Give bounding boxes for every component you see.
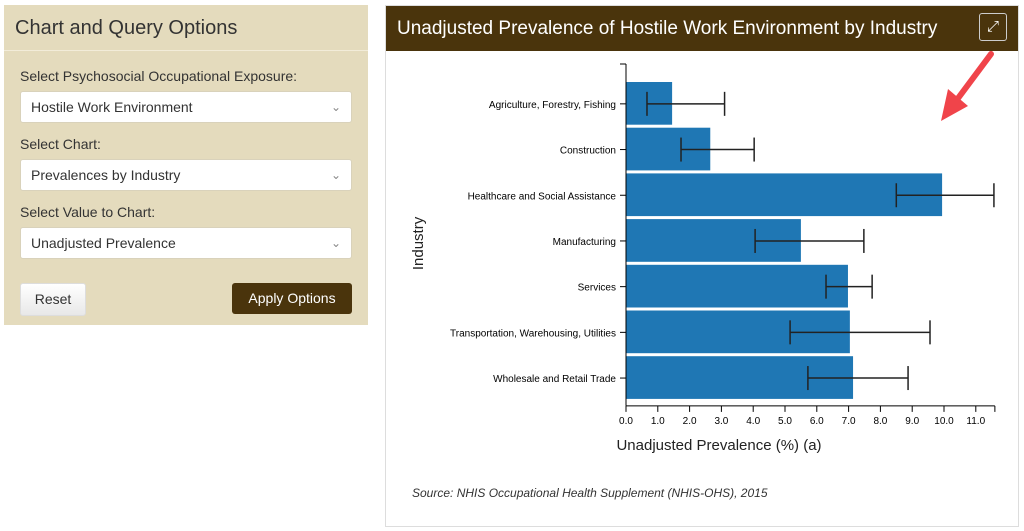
x-tick-label: 0.0	[619, 416, 633, 427]
x-tick-label: 10.0	[934, 416, 954, 427]
exposure-label: Select Psychosocial Occupational Exposur…	[20, 68, 298, 84]
x-tick-label: 1.0	[651, 416, 665, 427]
x-tick-label: 3.0	[714, 416, 728, 427]
chart-value: Prevalences by Industry	[31, 167, 181, 183]
bar	[626, 173, 943, 217]
chevron-down-icon: ⌄	[330, 168, 341, 182]
y-tick-label: Wholesale and Retail Trade	[493, 374, 616, 385]
x-axis-label: Unadjusted Prevalence (%) (a)	[616, 437, 821, 454]
expand-arrows-icon[interactable]: ⤢	[979, 13, 1007, 41]
value-label: Select Value to Chart:	[20, 204, 156, 220]
options-title: Chart and Query Options	[4, 5, 368, 51]
x-tick-label: 8.0	[873, 416, 887, 427]
x-tick-label: 4.0	[746, 416, 760, 427]
apply-options-button[interactable]: Apply Options	[232, 283, 352, 314]
chart-title: Unadjusted Prevalence of Hostile Work En…	[397, 18, 938, 39]
bar	[626, 264, 848, 308]
value-value: Unadjusted Prevalence	[31, 235, 176, 251]
red-arrow-icon	[941, 51, 994, 121]
y-tick-label: Agriculture, Forestry, Fishing	[489, 100, 616, 111]
y-tick-label: Manufacturing	[553, 237, 616, 248]
x-tick-label: 9.0	[905, 416, 919, 427]
chart-panel: Unadjusted Prevalence of Hostile Work En…	[385, 5, 1019, 527]
chevron-down-icon: ⌄	[330, 236, 341, 250]
y-tick-label: Transportation, Warehousing, Utilities	[450, 328, 616, 339]
y-tick-label: Healthcare and Social Assistance	[468, 191, 617, 202]
x-tick-label: 2.0	[683, 416, 697, 427]
x-tick-label: 6.0	[810, 416, 824, 427]
exposure-value: Hostile Work Environment	[31, 99, 193, 115]
chevron-down-icon: ⌄	[330, 100, 341, 114]
y-axis-label: Industry	[410, 216, 427, 270]
chart-label: Select Chart:	[20, 136, 101, 152]
x-tick-label: 7.0	[842, 416, 856, 427]
source-note: Source: NHIS Occupational Health Supplem…	[412, 486, 768, 500]
bar-chart: Agriculture, Forestry, Fishing Constructi…	[410, 51, 996, 454]
value-select[interactable]: Unadjusted Prevalence ⌄	[20, 227, 352, 259]
chart-options-panel: Chart and Query Options Select Psychosoc…	[4, 5, 368, 325]
x-tick-label: 11.0	[966, 416, 985, 427]
exposure-select[interactable]: Hostile Work Environment ⌄	[20, 91, 352, 123]
x-tick-label: 5.0	[778, 416, 792, 427]
reset-button[interactable]: Reset	[20, 283, 86, 316]
chart-select[interactable]: Prevalences by Industry ⌄	[20, 159, 352, 191]
y-tick-label: Construction	[560, 146, 616, 157]
chart-header: Unadjusted Prevalence of Hostile Work En…	[386, 6, 1018, 51]
y-tick-label: Services	[578, 283, 616, 294]
